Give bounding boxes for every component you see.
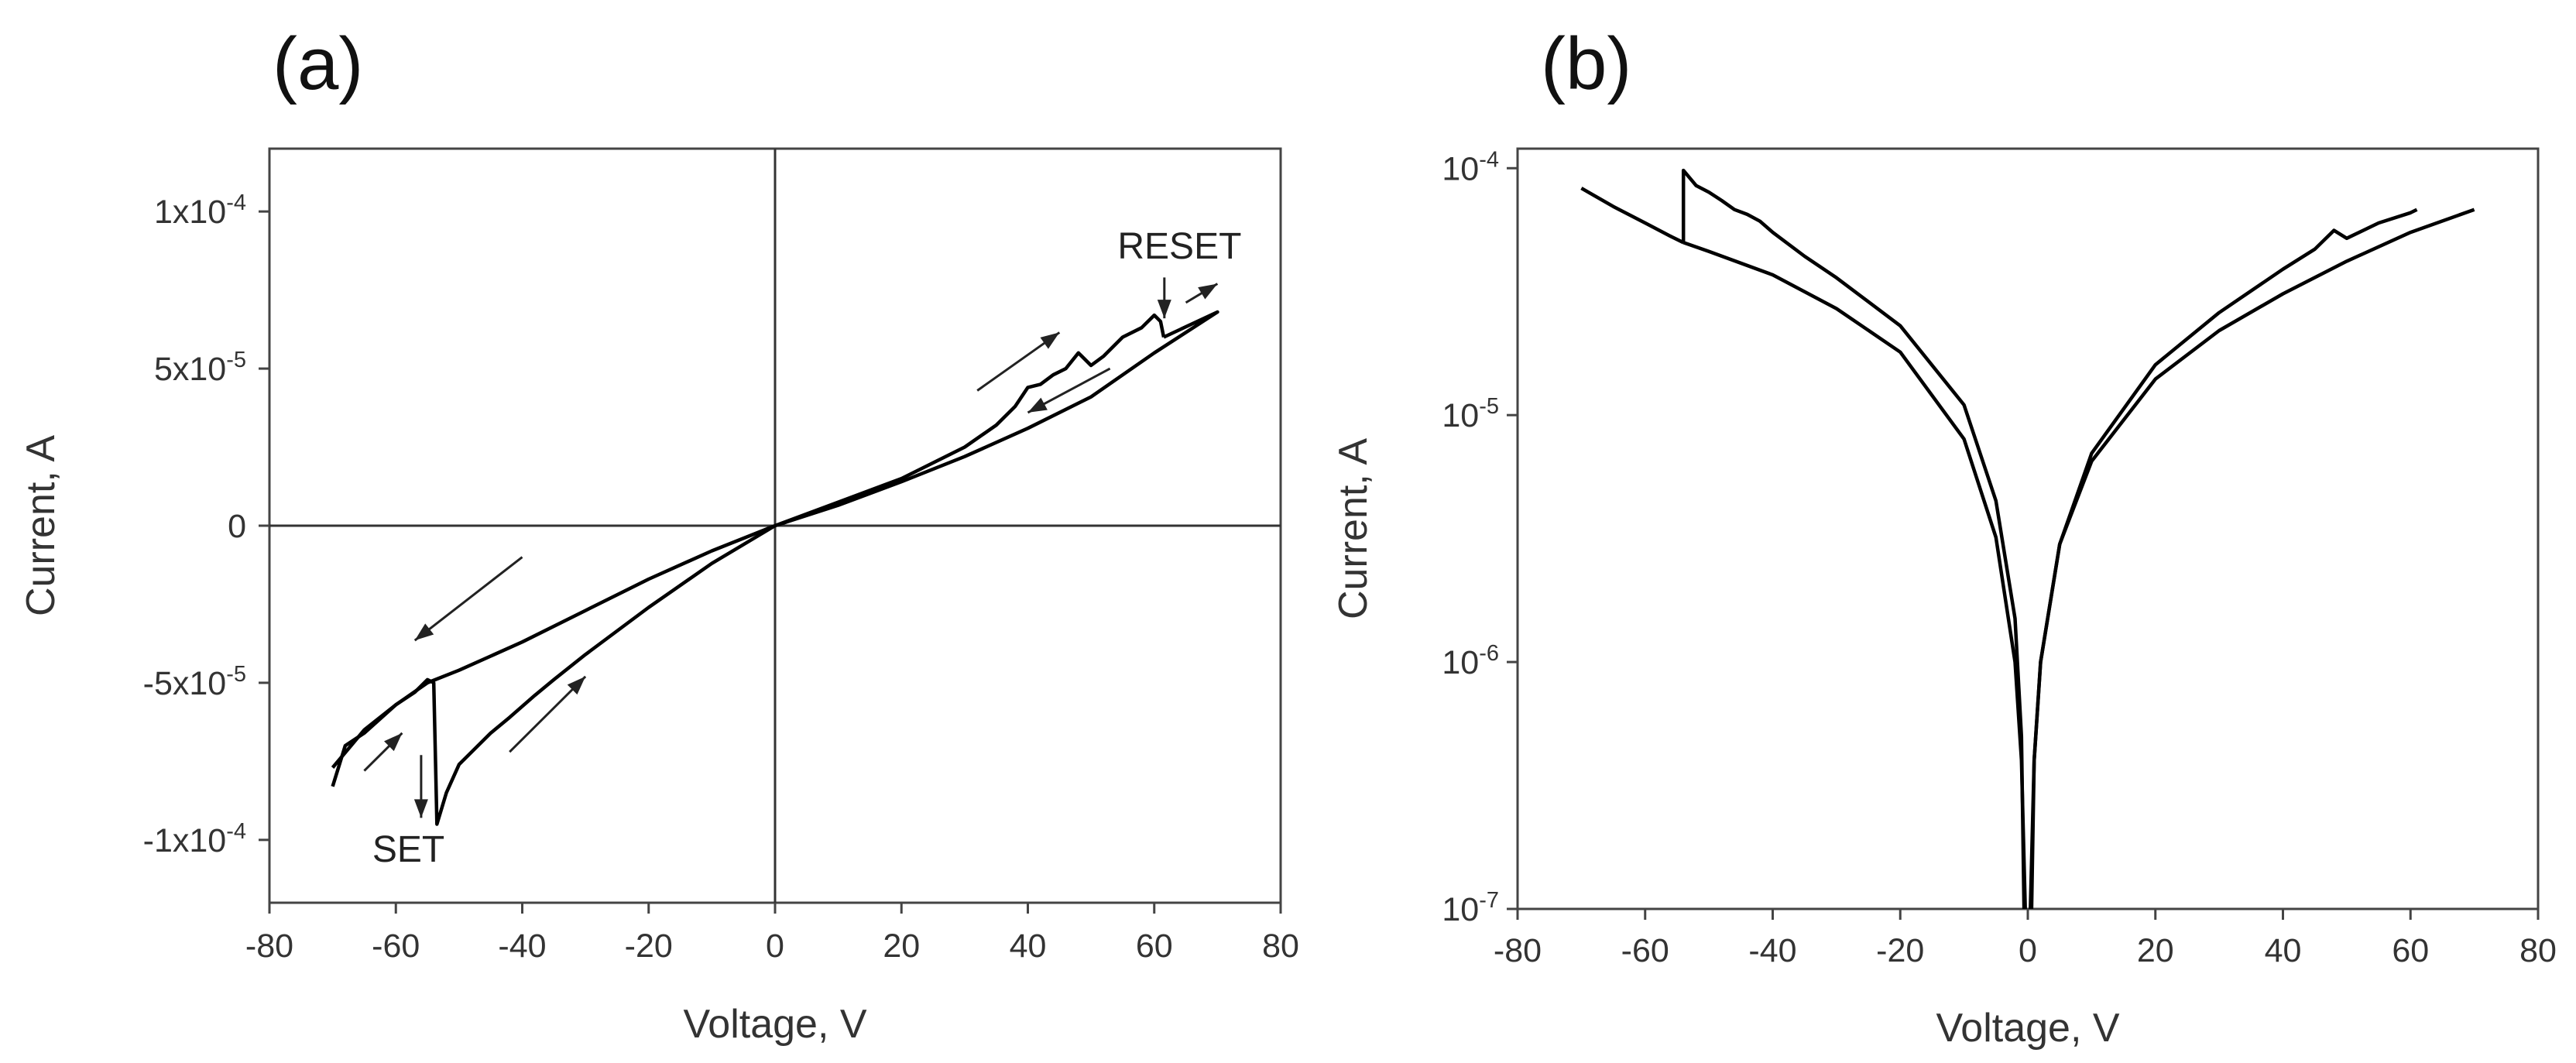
panel-b-y-tick-label: 10-6 — [1442, 641, 1499, 681]
panel-b-y-tick-label: 10-4 — [1442, 147, 1499, 187]
panel-b-x-tick-label: -80 — [1494, 932, 1542, 969]
panel-a-x-tick-label: 80 — [1262, 928, 1299, 965]
panel-b-y-tick-label-base: 10 — [1442, 397, 1479, 434]
panel-b-y-tick-label-exponent: -5 — [1479, 394, 1499, 419]
panel-a-x-tick-label: -80 — [245, 928, 293, 965]
panel-a-label: (a) — [273, 22, 363, 105]
panel-b-x-axis-title: Voltage, V — [1936, 1006, 2119, 1051]
panel-b-x-tick-label: 20 — [2137, 932, 2174, 969]
panel-a-x-tick-label: 0 — [766, 928, 784, 965]
panel-b-y-tick-label-base: 10 — [1442, 644, 1479, 681]
panel-a-sweep-arrow — [363, 732, 403, 772]
panel-b-x-tick-label: -40 — [1748, 932, 1796, 969]
panel-a-chart: (a) -80 -60 -40 -20 0 20 40 60 80 1x10-45x10-50-… — [19, 22, 1299, 1047]
panel-b-x-tick-label: 40 — [2265, 932, 2302, 969]
panel-a-sweep-arrows — [363, 277, 1219, 818]
panel-b-series-line-3 — [1682, 241, 2027, 910]
panel-b-plot-frame — [1516, 147, 2540, 910]
panel-a-sweep-arrow — [413, 556, 523, 642]
panel-a-series-line-4 — [331, 524, 777, 826]
panel-a-y-tick-label-exponent: -5 — [226, 662, 246, 687]
panel-a-x-axis-title: Voltage, V — [683, 1002, 866, 1047]
panel-b-y-ticks: 10-410-510-610-7 — [1442, 147, 1518, 928]
panel-a-y-tick-label-exponent: -4 — [226, 190, 246, 215]
panel-b-y-axis-title: Current, A — [1331, 438, 1376, 619]
panel-a-y-tick-label: 1x10-4 — [154, 190, 246, 231]
panel-b-x-tick-label: 0 — [2019, 932, 2037, 969]
panel-a-series-line-3 — [331, 523, 776, 769]
panel-a-reset-marker-arrow — [1157, 277, 1171, 319]
panel-a-x-tick-label: 40 — [1010, 928, 1047, 965]
panel-a-x-tick-label: 20 — [883, 928, 920, 965]
panel-a-sweep-arrow — [509, 675, 587, 753]
panel-a-annotation-set: SET — [372, 829, 444, 870]
panel-a-y-tick-label-base: -5x10 — [143, 665, 227, 702]
panel-a-annotations: RESET SET — [372, 226, 1242, 870]
panel-b-y-tick-label-base: 10 — [1442, 150, 1479, 187]
panel-a-y-tick-label: -5x10-5 — [143, 662, 246, 702]
panel-b-series-line-1 — [2029, 207, 2418, 910]
panel-a-set-marker-arrow — [413, 755, 428, 818]
panel-b-x-tick-label: 80 — [2519, 932, 2557, 969]
panel-a-series-line-1 — [774, 313, 1166, 528]
panel-b-label: (b) — [1541, 22, 1631, 105]
panel-a-y-tick-label-base: -1x10 — [143, 822, 227, 859]
panel-a-y-tick-label: -1x10-4 — [143, 819, 246, 859]
panel-b-y-tick-label: 10-5 — [1442, 394, 1499, 434]
panel-a-y-tick-label-exponent: -4 — [226, 819, 246, 844]
panel-a-y-tick-label-base: 5x10 — [154, 351, 226, 388]
panel-b-y-tick-label-exponent: -4 — [1479, 147, 1499, 172]
panel-b-y-tick-label: 10-7 — [1442, 888, 1499, 928]
panel-b-series-line-2 — [2029, 207, 2475, 910]
panel-a-x-tick-label: -40 — [498, 928, 546, 965]
panel-b-y-tick-label-exponent: -7 — [1479, 888, 1499, 913]
panel-a-series — [331, 310, 1219, 826]
panel-b-series-line-5 — [1580, 187, 1685, 245]
panel-b-chart: (b) -80 -60 -40 -20 0 20 40 60 80 10-410-510-610… — [1331, 22, 2557, 1051]
panel-a-sweep-arrow — [1027, 367, 1111, 414]
panel-b-y-tick-label-base: 10 — [1442, 891, 1479, 928]
panel-a-x-tick-label: -20 — [625, 928, 673, 965]
panel-b-x-ticks: -80 -60 -40 -20 0 20 40 60 80 — [1494, 909, 2557, 969]
panel-b-x-tick-label: -60 — [1621, 932, 1669, 969]
panel-b-x-tick-label: -20 — [1876, 932, 1924, 969]
panel-a-annotation-reset: RESET — [1117, 226, 1241, 267]
panel-a-y-tick-label: 5x10-5 — [154, 348, 246, 388]
panel-b-x-tick-label: 60 — [2392, 932, 2429, 969]
panel-a-sweep-arrow — [976, 331, 1061, 392]
panel-b-y-tick-label-exponent: -6 — [1479, 641, 1499, 666]
panel-b-series — [1580, 168, 2475, 910]
panel-a-y-axis-title: Current, A — [19, 435, 63, 616]
panel-a-series-line-2 — [774, 310, 1219, 528]
panel-a-y-tick-label-exponent: -5 — [226, 348, 246, 372]
panel-a-x-tick-label: 60 — [1136, 928, 1173, 965]
panel-a-y-tick-label: 0 — [228, 508, 246, 545]
panel-a-x-ticks: -80 -60 -40 -20 0 20 40 60 80 — [245, 903, 1299, 965]
panel-a-x-tick-label: -60 — [372, 928, 420, 965]
panel-a-y-tick-label-base: 0 — [228, 508, 246, 545]
panel-b-series-line-4 — [1681, 168, 2026, 910]
panel-a-y-tick-label-base: 1x10 — [154, 194, 226, 231]
panel-a-sweep-arrow — [1185, 283, 1219, 304]
